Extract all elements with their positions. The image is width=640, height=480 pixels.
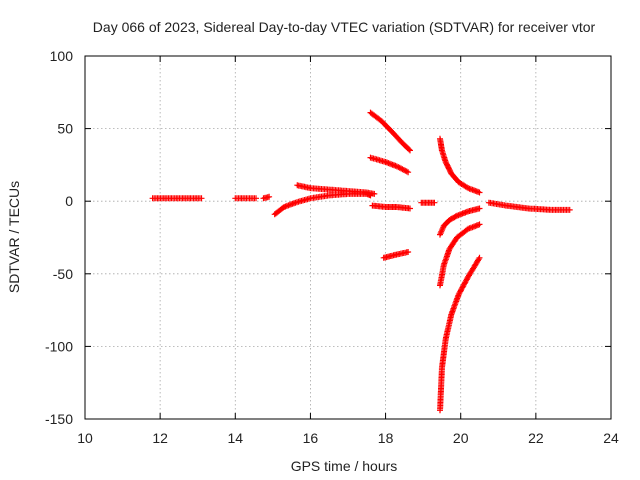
- x-tick-label: 24: [603, 430, 619, 446]
- data-point-markers: [232, 195, 259, 202]
- x-tick-label: 16: [303, 430, 319, 446]
- series-s13: [437, 221, 483, 289]
- x-tick-label: 18: [378, 430, 394, 446]
- data-point-markers: [367, 154, 412, 176]
- series-s9: [380, 249, 412, 261]
- series-s12: [437, 205, 483, 238]
- y-tick-label: -50: [53, 266, 73, 282]
- chart-title: Day 066 of 2023, Sidereal Day-to-day VTE…: [93, 19, 596, 35]
- data-point-markers: [418, 199, 438, 206]
- series-s11: [437, 135, 483, 196]
- data-point-markers: [437, 221, 483, 289]
- y-tick-label: 100: [50, 48, 74, 64]
- series-s1: [149, 195, 205, 202]
- data-point-markers: [260, 193, 273, 202]
- data-point-markers: [437, 254, 483, 414]
- series-s5: [294, 182, 378, 197]
- series-s7: [367, 109, 413, 154]
- series-s14: [437, 254, 483, 414]
- data-point-markers: [369, 202, 413, 212]
- data-point-markers: [149, 195, 205, 202]
- data-point-markers: [485, 199, 573, 213]
- x-tick-label: 10: [77, 430, 93, 446]
- data-point-markers: [367, 109, 413, 154]
- data-point-markers: [294, 182, 378, 197]
- series-s3: [260, 193, 273, 202]
- series-s10: [418, 199, 438, 206]
- x-tick-label: 14: [227, 430, 243, 446]
- x-axis-label: GPS time / hours: [291, 458, 398, 474]
- data-point-markers: [437, 135, 483, 196]
- data-point-markers: [271, 190, 374, 218]
- data-points: [149, 109, 573, 414]
- grid: [85, 56, 611, 419]
- x-tick-label: 20: [453, 430, 469, 446]
- series-s8: [367, 154, 412, 176]
- data-point-markers: [380, 249, 412, 261]
- y-tick-label: 50: [57, 121, 73, 137]
- y-tick-label: -100: [45, 338, 73, 354]
- series-s2: [232, 195, 259, 202]
- data-point-markers: [437, 205, 483, 238]
- axis-ticks: 10 12 14 16 18 20 22 24 100 50 0 -50 -100 -150: [45, 48, 619, 446]
- series-s15: [485, 199, 573, 213]
- y-tick-label: -150: [45, 411, 73, 427]
- series-s6: [369, 202, 413, 212]
- x-tick-label: 22: [528, 430, 544, 446]
- plot-frame: [84, 55, 612, 420]
- y-tick-label: 0: [65, 193, 73, 209]
- y-axis-label: SDTVAR / TECUs: [6, 181, 22, 293]
- x-tick-label: 12: [152, 430, 168, 446]
- series-s4: [271, 190, 374, 218]
